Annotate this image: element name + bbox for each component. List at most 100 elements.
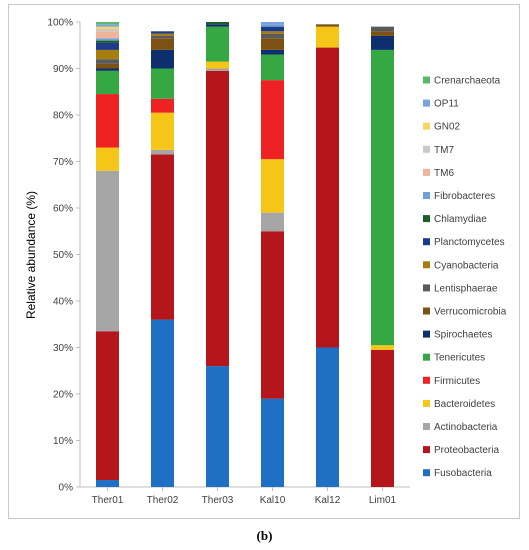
legend-swatch — [423, 376, 430, 384]
bar-segment-fusobacteria — [261, 398, 284, 487]
legend-label: Crenarchaeota — [434, 76, 501, 87]
bar-segment-verrucomicrobia — [261, 38, 284, 50]
legend-item: Chlamydiae — [423, 214, 487, 225]
legend-label: Bacteroidetes — [434, 399, 495, 410]
legend-label: Fusobacteria — [434, 468, 492, 479]
y-tick-label: 30% — [53, 343, 73, 354]
legend-label: Tenericutes — [434, 353, 485, 364]
legend-swatch — [423, 145, 430, 153]
x-tick-label: Kal12 — [315, 495, 341, 506]
legend-label: Spirochaetes — [434, 330, 492, 341]
legend-label: Proteobacteria — [434, 445, 499, 456]
legend-label: Firmicutes — [434, 376, 480, 387]
y-tick-label: 40% — [53, 297, 73, 308]
bar-segment-fibrobacteres — [96, 38, 119, 41]
legend-item: Cyanobacteria — [423, 260, 499, 271]
bar-segment-proteobacteria — [96, 331, 119, 481]
bar-segment-proteobacteria — [151, 154, 174, 320]
legend-swatch — [423, 469, 430, 477]
bar-segment-planctomycetes — [96, 42, 119, 50]
bar-segment-lentisphaerae — [371, 26, 394, 32]
bar-segment-op11 — [261, 22, 284, 25]
bar-segment-lentisphaerae — [96, 59, 119, 64]
bar-segment-bacteroidetes — [96, 147, 119, 171]
legend-swatch — [423, 261, 430, 269]
y-tick-label: 60% — [53, 204, 73, 215]
legend-item: Fusobacteria — [423, 468, 492, 479]
x-tick-label: Kal10 — [260, 495, 286, 506]
bar-segment-chlamydiae — [206, 22, 229, 25]
bar-segment-tm6 — [96, 31, 119, 39]
bar-segment-planctomycetes — [261, 26, 284, 32]
bar-segment-verrucomicrobia — [96, 63, 119, 69]
y-tick-label: 90% — [53, 64, 73, 75]
legend-label: Cyanobacteria — [434, 260, 499, 271]
legend-item: Lentisphaerae — [423, 283, 498, 294]
legend-swatch — [423, 423, 430, 430]
bar-segment-actinobacteria — [151, 149, 174, 155]
bar-segment-firmicutes — [261, 80, 284, 160]
bar-segment-cyanobacteria — [261, 31, 284, 34]
bar-segment-bacteroidetes — [206, 61, 229, 69]
legend-swatch — [423, 99, 430, 107]
legend-swatch — [423, 215, 430, 223]
bar-segment-fusobacteria — [96, 480, 119, 487]
legend-item: Proteobacteria — [423, 445, 499, 456]
y-tick-label: 80% — [53, 111, 73, 122]
bar-segment-actinobacteria — [261, 212, 284, 232]
legend-item: Actinobacteria — [423, 422, 498, 433]
legend-swatch — [423, 122, 430, 130]
legend-label: Planctomycetes — [434, 237, 505, 248]
bar-segment-bacteroidetes — [151, 112, 174, 150]
legend-label: OP11 — [434, 99, 459, 110]
legend-item: Crenarchaeota — [423, 76, 501, 87]
bar-segment-op11 — [96, 24, 119, 27]
bar-segment-cyanobacteria — [151, 33, 174, 36]
legend-label: TM6 — [434, 168, 454, 179]
y-tick-label: 70% — [53, 157, 73, 168]
legend-swatch — [423, 168, 430, 176]
bar-segment-spirochaetes — [371, 35, 394, 50]
y-axis-label: Relative abundance (%) — [24, 191, 38, 319]
legend-swatch — [423, 192, 430, 199]
legend-label: Actinobacteria — [434, 422, 498, 433]
bar-stack-kal10 — [261, 22, 284, 487]
bar-segment-spirochaetes — [261, 49, 284, 55]
bar-segment-verrucomicrobia — [316, 24, 339, 27]
legend-label: Fibrobacteres — [434, 191, 495, 202]
legend-label: TM7 — [434, 145, 454, 156]
bar-stack-lim01 — [371, 26, 394, 487]
bar-segment-proteobacteria — [371, 349, 394, 487]
bar-segment-cyanobacteria — [96, 49, 119, 60]
x-tick-label: Ther01 — [92, 495, 124, 506]
bar-segment-tenericutes — [151, 68, 174, 99]
bar-segment-bacteroidetes — [316, 26, 339, 48]
legend-item: GN02 — [423, 122, 461, 133]
bar-segment-spirochaetes — [151, 49, 174, 69]
bar-segment-actinobacteria — [96, 170, 119, 332]
legend-label: Verrucomicrobia — [434, 307, 507, 318]
legend-swatch — [423, 76, 430, 84]
bar-segment-tm7 — [96, 28, 119, 32]
bar-segment-firmicutes — [151, 98, 174, 113]
legend-item: OP11 — [423, 99, 459, 110]
bar-segment-proteobacteria — [316, 47, 339, 348]
bar-segment-tenericutes — [371, 49, 394, 346]
bar-stack-kal12 — [316, 24, 339, 487]
legend-item: Fibrobacteres — [423, 191, 495, 202]
bar-segment-bacteroidetes — [371, 345, 394, 350]
legend-swatch — [423, 238, 430, 246]
legend-swatch — [423, 307, 430, 315]
bar-segment-firmicutes — [96, 94, 119, 148]
y-tick-label: 50% — [53, 250, 73, 261]
bar-segment-lentisphaerae — [261, 33, 284, 39]
bar-segment-spirochaetes — [96, 68, 119, 71]
bars — [96, 22, 394, 487]
bar-segment-fibrobacteres — [261, 24, 284, 27]
legend: Crenarchaeota OP11 GN02 TM7 TM6 Fibrobacteres… — [423, 76, 507, 479]
bar-segment-lentisphaerae — [151, 35, 174, 39]
legend-item: Planctomycetes — [423, 237, 505, 248]
y-tick-label: 20% — [53, 390, 73, 401]
bar-stack-ther03 — [206, 22, 229, 487]
legend-item: Firmicutes — [423, 376, 480, 387]
